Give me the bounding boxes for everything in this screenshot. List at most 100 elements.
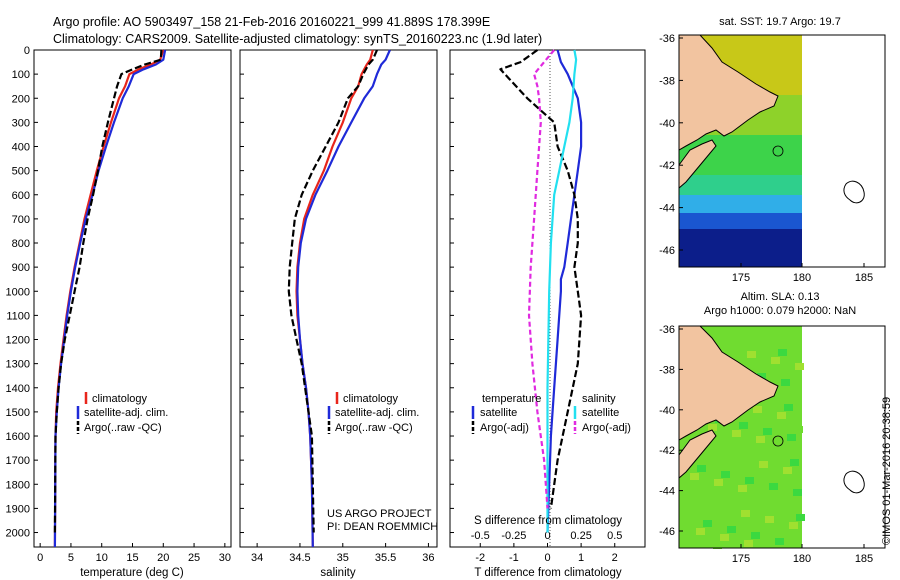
salinity-axis-label: salinity (320, 567, 355, 579)
temperature-tick-label: 30 (219, 552, 231, 564)
sst-map-ticks: -36 -38 -40 -42 -44 -46 175 180 185 (659, 33, 873, 284)
sla-cell (763, 428, 772, 435)
salinity-tick-label: 34 (251, 552, 263, 564)
depth-tick-label: 0 (24, 45, 30, 57)
temperature-tick-label: 25 (188, 552, 200, 564)
temperature-series (53, 49, 167, 548)
sla-cell (764, 365, 773, 372)
sla-cell (793, 489, 802, 496)
new-zealand-landmass (678, 34, 779, 151)
depth-tick-label: 300 (12, 117, 30, 129)
sst-band (679, 229, 802, 267)
temperature-tick-label: 5 (68, 552, 74, 564)
difference-series (499, 49, 583, 533)
depth-tick-label: 1000 (6, 286, 30, 298)
south-island-landmass (678, 429, 717, 480)
map-lon-label: 180 (793, 553, 811, 565)
sla-cell (775, 538, 784, 545)
satellite-temperature-line (53, 49, 167, 548)
depth-tick-label: 700 (12, 214, 30, 226)
map-lat-label: -38 (659, 364, 675, 376)
temperature-axes-frame (33, 49, 232, 548)
depth-tick-label: 1600 (6, 431, 30, 443)
sst-map-frame (678, 34, 886, 268)
sla-map-frame (678, 325, 886, 549)
sla-cell (732, 430, 741, 437)
sst-map-title: sat. SST: 19.7 Argo: 19.7 (719, 16, 841, 28)
depth-tick-label: 1500 (6, 407, 30, 419)
sla-cell (765, 516, 774, 523)
sla-cell (752, 469, 761, 476)
map-lat-label: -42 (659, 445, 675, 457)
sla-cell (708, 424, 717, 431)
t-difference-axis-ticks: -2 -1 0 1 2 (450, 49, 618, 564)
sla-cell (747, 351, 756, 358)
sla-cell (696, 528, 705, 535)
sst-band (679, 175, 802, 195)
map-lat-label: -40 (659, 405, 675, 417)
map-lon-label: 185 (855, 553, 873, 565)
sla-cell (788, 371, 797, 378)
sla-cell (759, 461, 768, 468)
salinity-tick-label: 35 (337, 552, 349, 564)
sla-cell (787, 434, 796, 441)
sla-cell (790, 459, 799, 466)
s-difference-tick-label: 0 (544, 530, 550, 542)
sla-cell (776, 475, 785, 482)
map-lat-label: -46 (659, 526, 675, 538)
map-lon-label: 175 (732, 553, 750, 565)
salinity-panel: 34 34.5 35 35.5 36 salinity climatology sate… (239, 49, 438, 579)
sla-cell (796, 514, 805, 521)
sla-cell (782, 530, 791, 537)
depth-tick-label: 1300 (6, 359, 30, 371)
satellite-s-difference-line (546, 49, 578, 533)
s-difference-tick-label: -0.5 (471, 530, 490, 542)
t-difference-tick-label: 0 (544, 552, 550, 564)
sla-cell (757, 373, 766, 380)
t-difference-tick-label: 1 (578, 552, 584, 564)
sst-band (679, 213, 802, 229)
sla-cell (721, 471, 730, 478)
sla-cell (689, 536, 698, 543)
sla-cell (769, 483, 778, 490)
map-lat-label: -44 (659, 486, 675, 498)
sla-cell (795, 363, 804, 370)
depth-tick-label: 2000 (6, 528, 30, 540)
new-zealand-landmass (678, 325, 779, 441)
argo-position-marker (772, 435, 784, 447)
s-difference-tick-label: -0.25 (501, 530, 526, 542)
depth-tick-label: 500 (12, 166, 30, 178)
temperature-axis-label: temperature (deg C) (80, 567, 184, 579)
sla-cell (720, 534, 729, 541)
depth-tick-label: 1800 (6, 479, 30, 491)
sst-map: sat. SST: 19.7 Argo: 19.7 -36 -38 -40 -42 -4… (659, 16, 886, 284)
sla-cell (734, 518, 743, 525)
salinity-legend: climatology satellite-adj. clim. Argo(..… (327, 392, 419, 434)
temperature-legend: climatology satellite-adj. clim. Argo(..… (76, 392, 168, 434)
sla-map: Altim. SLA: 0.13 Argo h1000: 0.079 h2000… (659, 291, 886, 565)
sla-map-title2: Argo h1000: 0.079 h2000: NaN (704, 305, 856, 317)
chatham-islands-outline (843, 180, 865, 204)
legend-argo: Argo(..raw -QC) (335, 422, 413, 434)
map-lon-label: 180 (793, 272, 811, 284)
argo-temperature-line (53, 49, 163, 533)
south-island-landmass (678, 139, 717, 190)
sla-cell (740, 359, 749, 366)
legend-satellite-clim: satellite-adj. clim. (84, 407, 168, 419)
map-lat-label: -46 (659, 245, 675, 257)
legend-temp-argo: Argo(-adj) (480, 422, 529, 434)
map-lat-label: -36 (659, 324, 675, 336)
legend-salinity-title: salinity (582, 393, 616, 405)
sla-cell (707, 487, 716, 494)
satellite-t-difference-line (546, 49, 583, 533)
depth-tick-label: 1100 (6, 310, 30, 322)
sla-cell (770, 420, 779, 427)
pi-credit: PI: DEAN ROEMMICH (327, 521, 438, 533)
figure-title-line1: Argo profile: AO 5903497_158 21-Feb-2016… (53, 15, 490, 29)
depth-tick-label: 400 (12, 142, 30, 154)
map-lon-label: 175 (732, 272, 750, 284)
salinity-series (287, 49, 391, 548)
t-difference-tick-label: -1 (509, 552, 519, 564)
sla-map-title1: Altim. SLA: 0.13 (741, 291, 820, 303)
figure-title-line2: Climatology: CARS2009. Satellite-adjuste… (53, 32, 542, 46)
